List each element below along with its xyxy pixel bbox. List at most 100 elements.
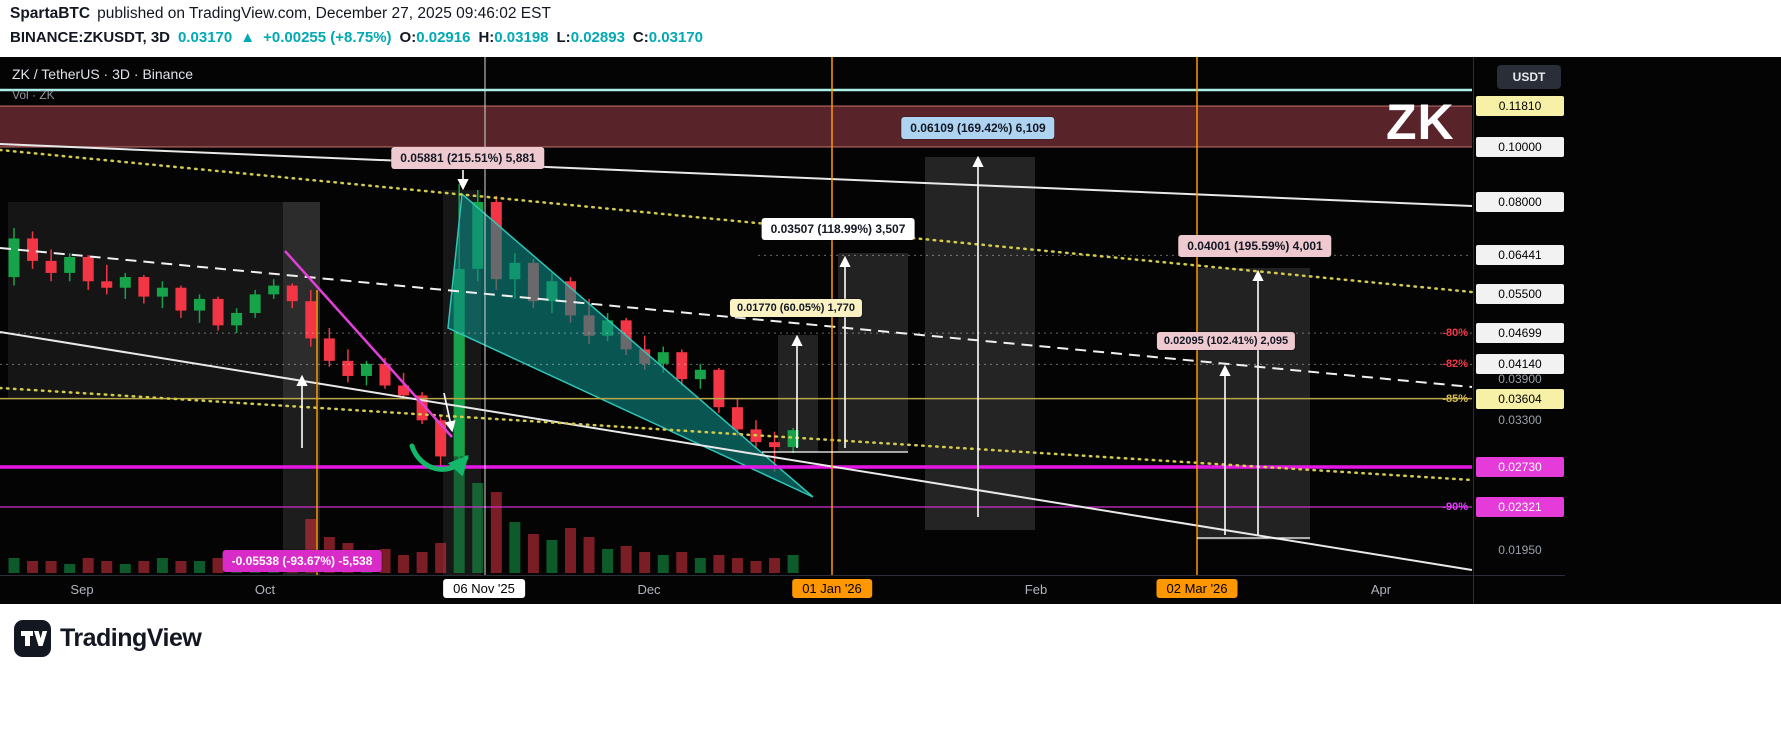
published-text: published on TradingView.com, December 2… bbox=[97, 5, 551, 22]
trendline[interactable] bbox=[0, 148, 1474, 294]
time-axis-label: Sep bbox=[70, 582, 94, 597]
trendline[interactable] bbox=[0, 386, 1474, 482]
candle-body bbox=[82, 257, 94, 282]
candle-body bbox=[194, 298, 205, 311]
candle-body bbox=[45, 260, 57, 273]
candle-body bbox=[305, 301, 317, 339]
range-box[interactable] bbox=[925, 157, 1035, 530]
volume-bar bbox=[546, 540, 558, 573]
price-axis-label: 0.08000 bbox=[1476, 192, 1564, 212]
volume-bar bbox=[435, 543, 447, 573]
candle-body bbox=[694, 369, 706, 380]
volume-bar bbox=[769, 558, 781, 573]
candle-body bbox=[657, 352, 669, 364]
volume-bar bbox=[360, 552, 372, 573]
candle-body bbox=[731, 407, 743, 430]
volume-bar bbox=[490, 492, 502, 573]
price-axis-label: 0.05500 bbox=[1476, 284, 1564, 305]
pane-symbol-title[interactable]: ZK / TetherUS · 3D · Binance bbox=[12, 66, 194, 82]
candle-body bbox=[64, 257, 76, 273]
volume-bar bbox=[27, 561, 39, 573]
candle-body bbox=[379, 363, 391, 386]
volume-bar bbox=[323, 537, 335, 573]
candle-body bbox=[138, 277, 150, 297]
price-axis-label: 0.04140 bbox=[1476, 354, 1564, 375]
volume-bar bbox=[194, 561, 205, 573]
price-axis[interactable]: USDT 0.11810 0.10000 0.08000 0.06441 0.05500… bbox=[1473, 57, 1566, 604]
symbol-watermark: ZK bbox=[1386, 94, 1455, 150]
time-axis-label: Oct bbox=[254, 582, 276, 597]
publisher-name[interactable]: SpartaBTC bbox=[10, 5, 91, 22]
volume-bar bbox=[787, 555, 799, 573]
symbol-title[interactable]: BINANCE:ZKUSDT, 3D bbox=[10, 29, 171, 46]
time-axis-label: Apr bbox=[1370, 582, 1392, 597]
volume-bar bbox=[231, 564, 243, 573]
candle-body bbox=[676, 352, 688, 380]
candle-body bbox=[769, 442, 781, 448]
volume-bar bbox=[156, 558, 168, 573]
price-axis-label: 0.03300 bbox=[1498, 413, 1542, 428]
range-box[interactable] bbox=[8, 202, 320, 399]
trendline[interactable] bbox=[0, 247, 1473, 388]
range-box[interactable] bbox=[1197, 268, 1310, 540]
volume-bar bbox=[509, 522, 521, 573]
volume-bar bbox=[101, 561, 113, 573]
currency-toggle-button[interactable]: USDT bbox=[1497, 65, 1561, 89]
candle-body bbox=[156, 287, 168, 297]
volume-bar bbox=[138, 561, 150, 573]
ohlc-close: C:0.03170 bbox=[632, 29, 703, 46]
price-chart-canvas[interactable] bbox=[0, 57, 1565, 604]
range-box[interactable] bbox=[838, 253, 908, 452]
candle-body bbox=[212, 298, 224, 326]
candle-body bbox=[398, 385, 410, 396]
footer: TradingView bbox=[0, 604, 1781, 741]
candle-body bbox=[175, 287, 187, 311]
last-price: 0.03170 bbox=[178, 29, 233, 46]
candle-body bbox=[713, 369, 725, 408]
tradingview-wordmark: TradingView bbox=[60, 624, 202, 652]
candle-body bbox=[435, 420, 447, 457]
time-axis-label: 02 Mar '26 bbox=[1156, 579, 1238, 598]
candle-body bbox=[8, 238, 20, 278]
ohlc-open: O:0.02916 bbox=[399, 29, 471, 46]
publish-info-line: SpartaBTC published on TradingView.com, D… bbox=[10, 5, 551, 23]
candle-body bbox=[416, 395, 428, 421]
candle-body bbox=[231, 312, 243, 326]
volume-bar bbox=[583, 537, 595, 573]
trendline[interactable] bbox=[284, 250, 453, 438]
volume-bar bbox=[694, 558, 706, 573]
ohlc-high: H:0.03198 bbox=[478, 29, 549, 46]
time-axis-label: 06 Nov '25 bbox=[443, 579, 525, 598]
resistance-band[interactable] bbox=[0, 105, 1472, 147]
trendline[interactable] bbox=[0, 331, 1473, 571]
volume-bar bbox=[175, 561, 187, 573]
volume-bar bbox=[602, 549, 614, 573]
candle-body bbox=[268, 285, 280, 295]
candle-body bbox=[787, 430, 799, 448]
change-up-arrow-icon: ▲ bbox=[240, 29, 256, 46]
ohlc-low: L:0.02893 bbox=[556, 29, 625, 46]
tradingview-logo[interactable]: TradingView bbox=[14, 620, 202, 657]
volume-bar bbox=[212, 558, 224, 573]
candle-body bbox=[101, 281, 113, 288]
volume-bar bbox=[45, 561, 57, 573]
volume-bar bbox=[676, 552, 688, 573]
candle-body bbox=[249, 294, 261, 313]
measure-arrow[interactable] bbox=[443, 392, 456, 433]
price-axis-label: 0.02321 bbox=[1476, 497, 1564, 518]
descending-wedge[interactable] bbox=[447, 192, 814, 498]
trendline[interactable] bbox=[0, 143, 1473, 207]
time-axis-label: Feb bbox=[1024, 582, 1048, 597]
volume-bar bbox=[639, 552, 651, 573]
time-axis[interactable]: Sep Oct 06 Nov '25 Dec 01 Jan '26 Feb 02 Mar '… bbox=[0, 575, 1565, 605]
candle-body bbox=[119, 277, 131, 288]
time-axis-label: Dec bbox=[637, 582, 661, 597]
price-axis-label: 0.01950 bbox=[1498, 542, 1542, 557]
price-axis-label: 0.02730 bbox=[1476, 457, 1564, 478]
volume-bar bbox=[565, 528, 576, 573]
price-axis-label: 0.04699 bbox=[1476, 323, 1564, 344]
volume-bar bbox=[286, 558, 298, 573]
volume-bar bbox=[119, 564, 131, 573]
swoosh-arrow[interactable] bbox=[409, 443, 469, 477]
volume-bar bbox=[398, 555, 410, 573]
